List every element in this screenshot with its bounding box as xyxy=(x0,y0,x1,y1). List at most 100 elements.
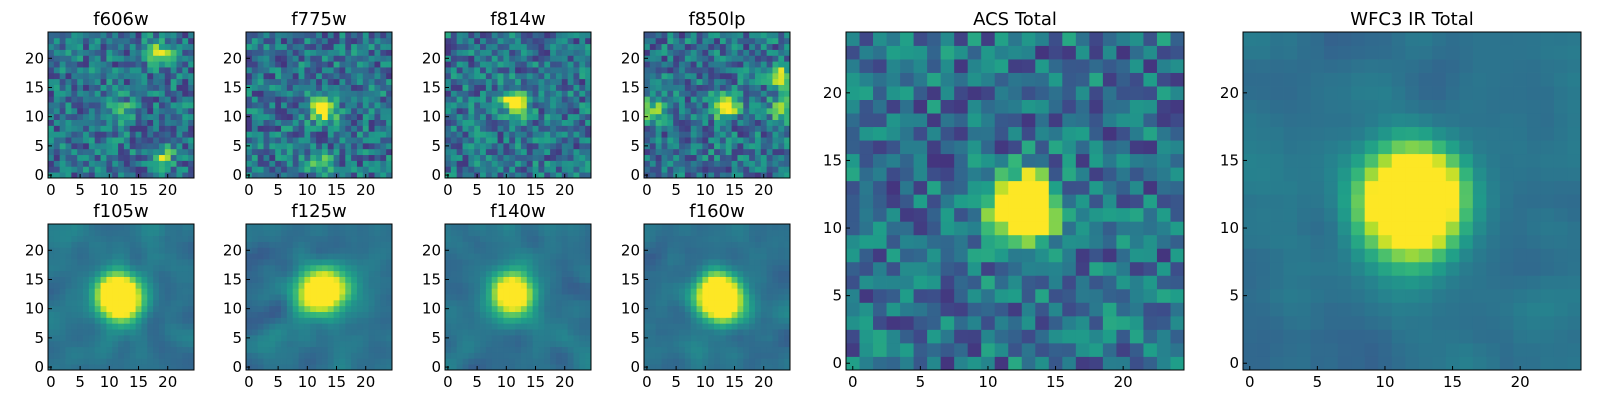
heatmap-cell xyxy=(158,358,166,365)
x-tick-label: 20 xyxy=(356,373,375,391)
heatmap-cell xyxy=(743,72,750,80)
heatmap-cell xyxy=(304,358,311,365)
heatmap-cell xyxy=(48,32,55,39)
heatmap-cell xyxy=(147,247,154,254)
heatmap-cell xyxy=(445,49,452,56)
heatmap-cell xyxy=(561,311,569,318)
x-tick-label: 10 xyxy=(100,373,119,391)
heatmap-cell xyxy=(480,172,487,179)
heatmap-cell xyxy=(94,358,101,365)
heatmap-cell xyxy=(316,43,323,50)
heatmap-cell xyxy=(784,276,791,283)
heatmap-cell xyxy=(118,78,125,85)
heatmap-cell xyxy=(468,49,475,56)
heatmap-cell xyxy=(100,154,107,161)
heatmap-cell xyxy=(71,55,78,62)
heatmap-cell xyxy=(708,125,715,132)
x-tick-label: 5 xyxy=(273,181,283,199)
heatmap-cell xyxy=(696,148,703,156)
heatmap-cell xyxy=(48,154,55,161)
heatmap-cell xyxy=(520,352,528,359)
heatmap-cell xyxy=(520,311,528,318)
heatmap-cell xyxy=(77,282,84,289)
heatmap-cell xyxy=(474,299,481,307)
heatmap-cell xyxy=(719,364,727,371)
heatmap-cell xyxy=(567,125,574,132)
heatmap-cell xyxy=(246,294,253,301)
heatmap-cell xyxy=(141,247,148,254)
heatmap-cell xyxy=(257,340,264,348)
heatmap-cell xyxy=(368,340,375,348)
heatmap-cell xyxy=(714,305,721,312)
heatmap-cell xyxy=(644,311,651,318)
heatmap-cell xyxy=(579,253,586,260)
heatmap-cell xyxy=(304,311,311,318)
heatmap-cell xyxy=(485,49,493,56)
heatmap-cell xyxy=(737,282,744,289)
heatmap-cell xyxy=(456,84,463,91)
heatmap-cell xyxy=(135,340,142,348)
heatmap-cell xyxy=(544,276,551,283)
heatmap-cell xyxy=(749,142,756,150)
heatmap-cell xyxy=(737,32,744,39)
heatmap-cell xyxy=(585,43,592,50)
heatmap-cell xyxy=(83,224,90,231)
heatmap-cell xyxy=(544,107,551,115)
heatmap-cell xyxy=(275,78,282,85)
heatmap-cell xyxy=(170,340,177,348)
heatmap-cell xyxy=(754,346,762,353)
heatmap-cell xyxy=(147,148,154,156)
heatmap-cell xyxy=(129,259,136,266)
heatmap-cell xyxy=(778,125,785,132)
heatmap-cell xyxy=(386,247,393,254)
heatmap-cell xyxy=(766,49,773,56)
heatmap-cell xyxy=(754,49,762,56)
heatmap-cell xyxy=(731,299,738,307)
heatmap-cell xyxy=(286,305,294,312)
heatmap-cell xyxy=(304,340,311,348)
heatmap-cell xyxy=(316,317,323,324)
heatmap-cell xyxy=(123,43,131,50)
heatmap-cell xyxy=(754,72,762,80)
heatmap-cell xyxy=(170,241,177,248)
heatmap-cell xyxy=(153,37,160,45)
heatmap-cell xyxy=(585,364,592,371)
heatmap-cell xyxy=(48,131,55,138)
heatmap-cell xyxy=(298,96,305,103)
heatmap-cell xyxy=(532,334,539,342)
heatmap-cell xyxy=(135,323,142,330)
heatmap-cell xyxy=(714,172,721,179)
heatmap-cell xyxy=(526,305,533,312)
heatmap-cell xyxy=(778,113,785,120)
heatmap-cell xyxy=(491,276,498,283)
heatmap-cell xyxy=(286,358,294,365)
heatmap-cell xyxy=(585,78,592,85)
heatmap-cell xyxy=(526,67,533,74)
heatmap-cell xyxy=(88,90,96,97)
heatmap-cell xyxy=(380,90,387,97)
heatmap-cell xyxy=(550,235,557,242)
heatmap-cell xyxy=(719,72,727,80)
heatmap-cell xyxy=(544,90,551,97)
heatmap-cell xyxy=(182,299,189,307)
heatmap-cell xyxy=(88,154,96,161)
heatmap-cell xyxy=(269,235,276,242)
heatmap-cell xyxy=(286,340,294,348)
heatmap-cell xyxy=(509,364,516,371)
heatmap-cell xyxy=(246,241,253,248)
heatmap-cell xyxy=(579,305,586,312)
heatmap-cell xyxy=(368,72,375,80)
heatmap-cell xyxy=(520,317,528,324)
heatmap-cell xyxy=(743,119,750,126)
heatmap-cell xyxy=(158,311,166,318)
heatmap-cell xyxy=(188,352,195,359)
heatmap-cell xyxy=(263,78,270,85)
heatmap-cell xyxy=(292,32,299,39)
heatmap-cell xyxy=(544,78,551,85)
heatmap-cell xyxy=(445,253,452,260)
heatmap-cell xyxy=(532,358,539,365)
heatmap-cell xyxy=(246,107,253,115)
heatmap-cell xyxy=(269,148,276,156)
heatmap-cell xyxy=(362,72,370,80)
heatmap-cell xyxy=(702,67,709,74)
